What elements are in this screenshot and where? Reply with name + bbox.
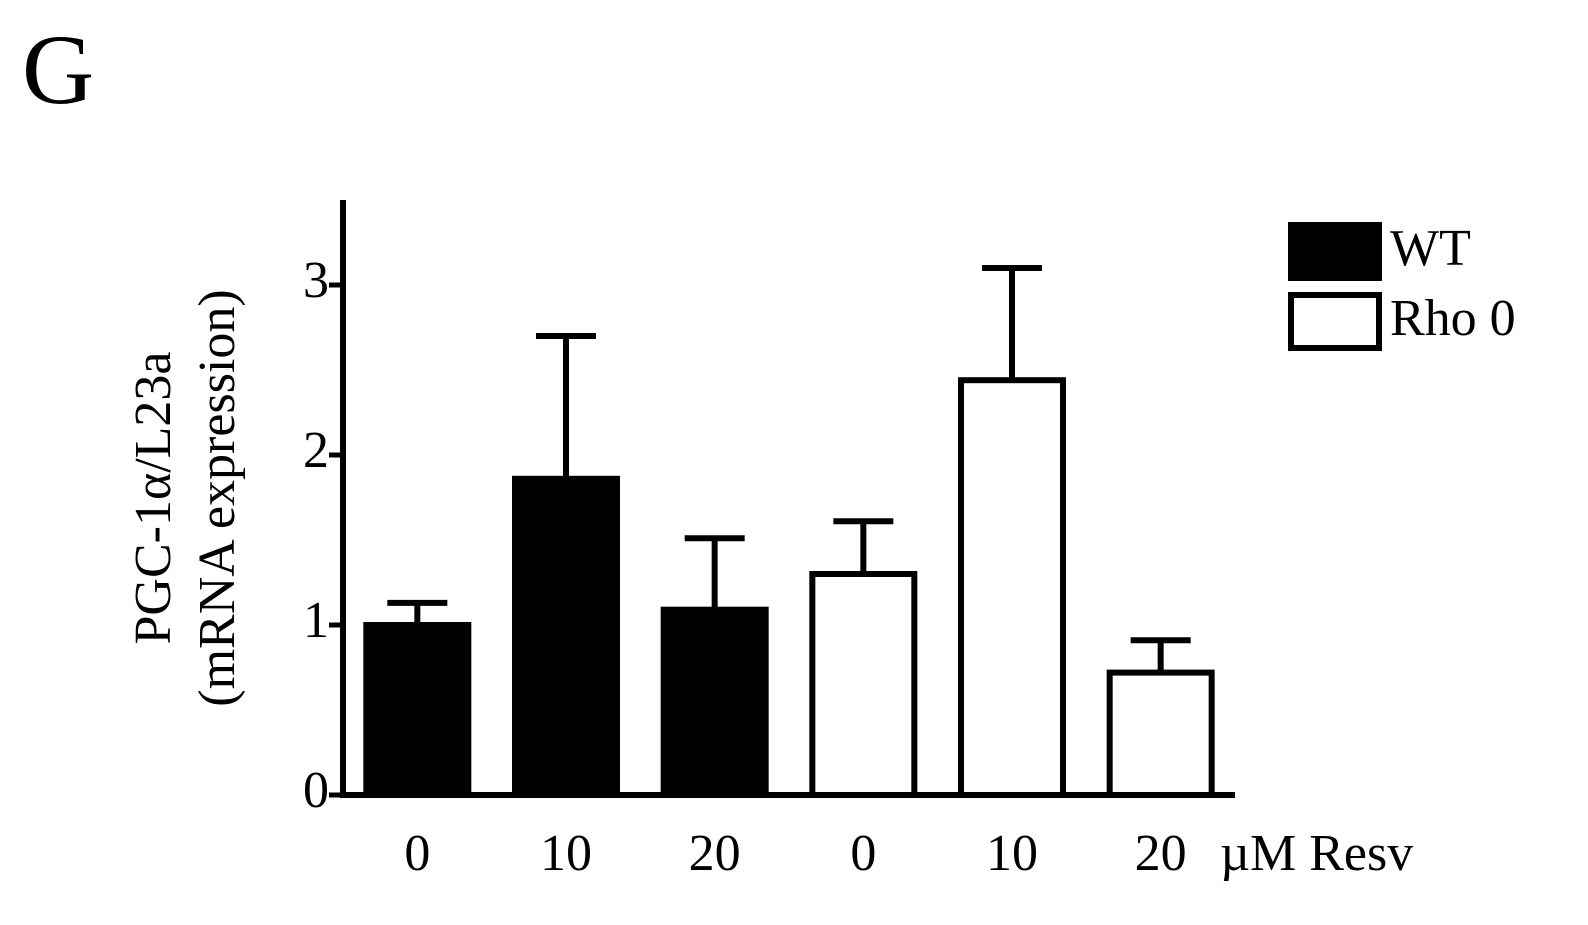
x-tick-label: 20 [689, 825, 741, 882]
bar [660, 606, 769, 799]
y-tick-label: 3 [303, 252, 329, 309]
panel-label: G [22, 14, 94, 125]
bar [958, 377, 1066, 798]
x-tick-label: 10 [540, 825, 592, 882]
legend-label: Rho 0 [1390, 290, 1516, 347]
y-tick-label: 1 [303, 592, 329, 649]
legend-swatch [1288, 292, 1382, 351]
y-tick-label: 2 [303, 422, 329, 479]
y-tick-label: 0 [303, 762, 329, 819]
x-axis-label: µM Resv [1220, 825, 1413, 882]
legend-label: WT [1390, 220, 1471, 277]
x-tick-label: 10 [986, 825, 1038, 882]
bar [363, 622, 472, 798]
y-axis-label: PGC-1α/L23a [125, 351, 182, 644]
x-tick-label: 0 [850, 825, 876, 882]
legend-swatch [1288, 222, 1382, 281]
bar [1106, 669, 1215, 798]
bar [809, 571, 918, 798]
bar [512, 475, 620, 798]
x-tick-label: 20 [1135, 825, 1187, 882]
x-tick-label: 0 [404, 825, 430, 882]
y-axis-label: (mRNA expression) [189, 289, 246, 706]
